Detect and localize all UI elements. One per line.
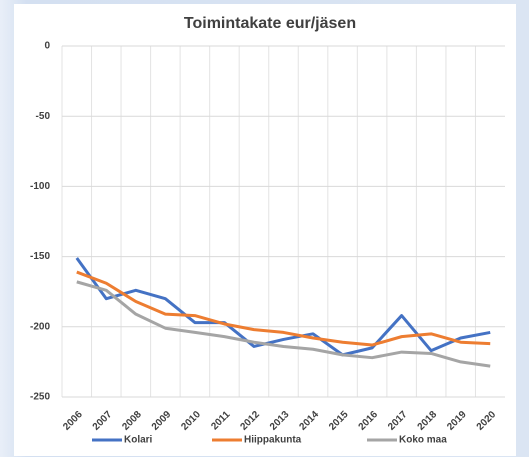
chart-title: Toimintakate eur/jäsen <box>184 15 356 32</box>
line-series <box>76 270 491 347</box>
y-tick-label: -250 <box>30 392 50 403</box>
line-series <box>76 280 491 368</box>
y-tick-label: -150 <box>30 251 50 262</box>
line-series <box>75 257 491 357</box>
y-tick-label: -200 <box>30 321 50 332</box>
legend-label: Kolari <box>124 435 153 446</box>
y-tick-label: 0 <box>44 41 50 52</box>
chart-area <box>14 4 516 456</box>
legend-label: Koko maa <box>399 435 447 446</box>
y-tick-label: -50 <box>36 111 51 122</box>
y-tick-label: -100 <box>30 181 50 192</box>
legend-label: Hiippakunta <box>244 435 302 446</box>
